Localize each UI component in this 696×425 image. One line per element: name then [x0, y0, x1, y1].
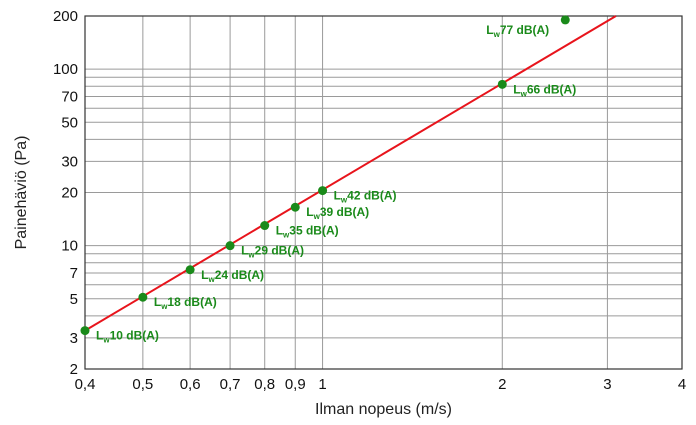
y-tick-label: 200 [53, 8, 78, 25]
y-tick-label: 7 [70, 265, 78, 282]
point-label: Lw35 dB(A) [276, 224, 339, 240]
y-axis-ticks: 2 3 5 7 10 20 30 50 70 100 200 [53, 8, 78, 378]
point-label: Lw42 dB(A) [334, 189, 397, 205]
x-tick-label: 0,7 [220, 376, 241, 393]
point-label: Lw29 dB(A) [241, 244, 304, 260]
point-label: Lw66 dB(A) [513, 82, 576, 98]
plot-border [84, 15, 683, 370]
data-point [260, 221, 270, 231]
data-point [80, 326, 90, 336]
y-tick-label: 10 [61, 238, 78, 255]
x-tick-label: 1 [318, 376, 326, 393]
x-tick-label: 3 [603, 376, 611, 393]
x-axis-ticks: 0,4 0,5 0,6 0,7 0,8 0,9 1 2 3 4 [75, 376, 687, 393]
y-tick-label: 2 [70, 361, 78, 378]
x-tick-label: 0,6 [180, 376, 201, 393]
data-point [225, 241, 235, 251]
x-tick-label: 0,5 [132, 376, 153, 393]
data-point [185, 265, 195, 275]
data-point [497, 79, 507, 89]
grid [84, 15, 683, 370]
series: Lw10 dB(A) Lw18 dB(A) Lw24 dB(A) Lw29 dB(A)… [80, 15, 617, 345]
x-tick-label: 0,8 [254, 376, 275, 393]
point-label: Lw77 dB(A) [486, 23, 549, 39]
y-tick-label: 20 [61, 185, 78, 202]
x-axis-label: Ilman nopeus (m/s) [315, 401, 452, 418]
point-label: Lw18 dB(A) [154, 295, 217, 311]
y-tick-label: 50 [61, 114, 78, 131]
point-label: Lw39 dB(A) [306, 205, 369, 221]
x-tick-label: 0,4 [75, 376, 96, 393]
x-tick-label: 4 [678, 376, 686, 393]
data-point [290, 202, 300, 212]
y-tick-label: 100 [53, 61, 78, 78]
y-tick-label: 3 [70, 330, 78, 347]
y-tick-label: 5 [70, 291, 78, 308]
data-point [138, 292, 148, 302]
y-tick-label: 70 [61, 88, 78, 105]
y-axis-label: Painehäviö (Pa) [13, 136, 30, 250]
data-point [318, 186, 328, 196]
y-tick-label: 30 [61, 153, 78, 170]
point-label: Lw24 dB(A) [201, 268, 264, 284]
trend-line [84, 15, 617, 332]
x-tick-label: 2 [498, 376, 506, 393]
data-point [560, 15, 570, 25]
point-label: Lw10 dB(A) [96, 329, 159, 345]
x-tick-label: 0,9 [285, 376, 306, 393]
